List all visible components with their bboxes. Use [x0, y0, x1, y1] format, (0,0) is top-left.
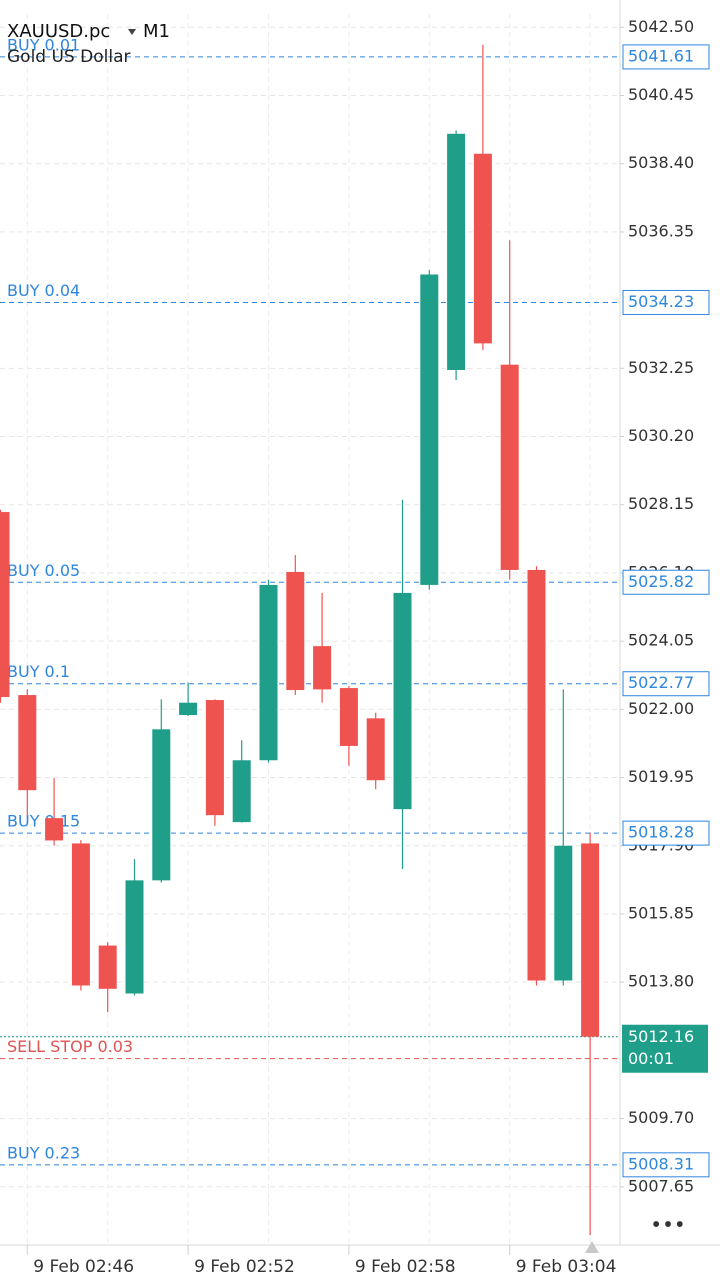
- header: XAUUSD.pc M1 Gold US Dollar: [7, 21, 170, 67]
- order-level-label: BUY 0.15: [7, 812, 80, 831]
- description: Gold US Dollar: [7, 47, 130, 67]
- order-price-label: 5034.23: [628, 292, 694, 311]
- current-bar-marker: [585, 1241, 599, 1253]
- candle-body: [447, 133, 466, 370]
- y-tick-label: 5036.35: [628, 221, 694, 240]
- x-tick-label: 9 Feb 02:52: [194, 1257, 295, 1277]
- candle-body: [581, 843, 600, 1037]
- candle-body: [179, 702, 198, 716]
- candle-body: [18, 695, 37, 791]
- candle-body: [205, 700, 224, 816]
- candles: [0, 44, 600, 1236]
- candle-body: [125, 880, 144, 994]
- candle-body: [71, 843, 90, 986]
- order-price-label: 5022.77: [628, 673, 694, 692]
- y-tick-label: 5007.65: [628, 1176, 694, 1195]
- y-tick-label: 5038.40: [628, 153, 694, 172]
- y-tick-label: 5024.05: [628, 631, 694, 650]
- menu-button[interactable]: •••: [650, 1213, 685, 1237]
- candle-body: [313, 646, 332, 690]
- order-price-box: [622, 820, 710, 846]
- candle-body: [45, 818, 64, 841]
- candle-body: [152, 729, 171, 881]
- order-price-box: [622, 44, 710, 70]
- order-level-label: BUY 0.1: [7, 662, 70, 681]
- candle-body: [0, 512, 10, 698]
- current-price-label: 5012.16: [628, 1027, 694, 1046]
- candle-body: [554, 845, 573, 981]
- order-level-label: BUY 0.23: [7, 1143, 80, 1162]
- candle-body: [500, 364, 519, 570]
- order-price-box: [622, 289, 710, 315]
- y-tick-label: 5042.50: [628, 17, 694, 36]
- candle-body: [286, 571, 305, 691]
- x-tick-label: 9 Feb 03:04: [516, 1257, 617, 1277]
- y-tick-label: 5040.45: [628, 85, 694, 104]
- timeframe[interactable]: M1: [143, 21, 170, 42]
- candle-body: [420, 274, 439, 585]
- y-tick-label: 5013.80: [628, 972, 694, 991]
- y-tick-label: 5019.95: [628, 767, 694, 786]
- order-price-box: [622, 1152, 710, 1178]
- grid: [0, 14, 620, 1245]
- candle-body: [366, 718, 385, 781]
- x-tick-label: 9 Feb 02:58: [355, 1257, 456, 1277]
- dropdown-icon[interactable]: [128, 29, 136, 35]
- candle-body: [473, 153, 492, 344]
- candle-body: [259, 584, 278, 761]
- x-tick-label: 9 Feb 02:46: [33, 1257, 134, 1277]
- y-tick-label: 5032.25: [628, 358, 694, 377]
- order-price-label: 5025.82: [628, 572, 694, 591]
- order-price-label: 5008.31: [628, 1154, 694, 1173]
- y-tick-label: 5015.85: [628, 903, 694, 922]
- order-level-label: SELL STOP 0.03: [7, 1037, 133, 1056]
- order-price-box: [622, 671, 710, 697]
- current-price-box: [622, 1024, 708, 1073]
- y-tick-label: 5030.20: [628, 426, 694, 445]
- y-tick-label: 5022.00: [628, 699, 694, 718]
- order-price-label: 5018.28: [628, 823, 694, 842]
- symbol[interactable]: XAUUSD.pc: [7, 21, 110, 42]
- y-tick-label: 5028.15: [628, 494, 694, 513]
- candle-body: [339, 688, 358, 746]
- countdown-label: 00:01: [628, 1049, 674, 1068]
- candle-body: [527, 569, 546, 981]
- y-tick-label: 5009.70: [628, 1108, 694, 1127]
- order-level-label: BUY 0.05: [7, 561, 80, 580]
- candle-body: [393, 592, 412, 810]
- order-price-box: [622, 569, 710, 595]
- price-boxes: 5041.61 5034.23 5025.82 5022.77 5018.28 5008.…: [622, 44, 710, 1178]
- candle-body: [98, 945, 117, 989]
- time-axis: 9 Feb 02:46 9 Feb 02:52 9 Feb 02:58 9 Feb 0…: [26, 1245, 617, 1277]
- order-price-label: 5041.61: [628, 46, 694, 65]
- levels: BUY 0.01 BUY 0.04 BUY 0.05 BUY 0.1 BUY 0.15 S…: [0, 35, 620, 1166]
- candle-body: [232, 760, 251, 823]
- order-level-label: BUY 0.01: [7, 35, 80, 54]
- order-level-label: BUY 0.04: [7, 281, 80, 300]
